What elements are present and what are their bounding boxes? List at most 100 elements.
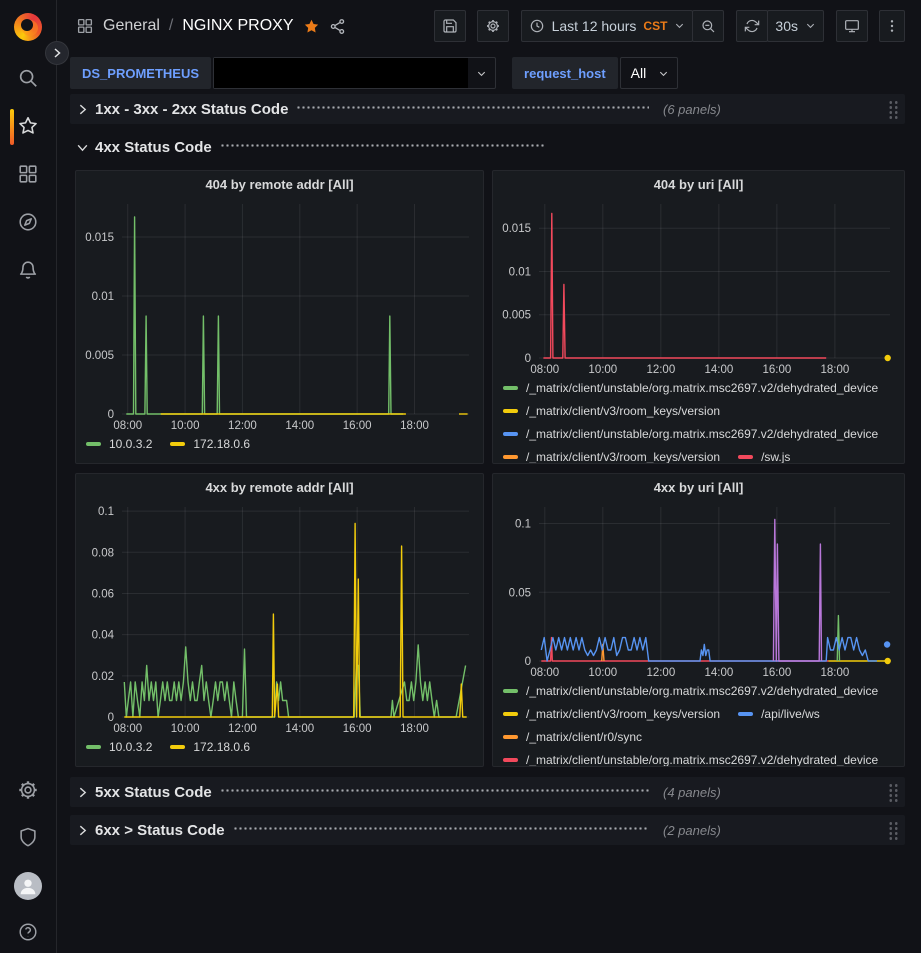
chart-canvas[interactable]: 08:0010:0012:0014:0016:0018:0000.050.1: [493, 501, 904, 681]
svg-text:0.01: 0.01: [92, 291, 114, 303]
svg-text:16:00: 16:00: [762, 364, 791, 376]
svg-text:0: 0: [525, 656, 531, 668]
user-avatar[interactable]: [14, 872, 42, 900]
row-header-left: 5xx Status Code: [76, 784, 651, 801]
legend-item[interactable]: /_matrix/client/v3/room_keys/version: [503, 450, 720, 464]
variable-datasource-select[interactable]: [213, 57, 496, 89]
legend-item[interactable]: /_matrix/client/unstable/org.matrix.msc2…: [503, 684, 878, 698]
row-header-4xx[interactable]: 4xx Status Code: [70, 132, 905, 162]
legend-item[interactable]: 10.0.3.2: [86, 437, 152, 451]
chevron-down-icon: [674, 18, 685, 34]
save-dashboard-button[interactable]: [434, 10, 466, 42]
variable-request-host-label[interactable]: request_host: [512, 57, 618, 89]
legend-item[interactable]: /api/live/ws: [738, 707, 820, 721]
explore-compass-icon[interactable]: [16, 210, 40, 234]
legend-item[interactable]: /_matrix/client/v3/room_keys/version: [503, 707, 720, 721]
time-range-label: Last 12 hours: [552, 18, 637, 34]
variable-datasource-label[interactable]: DS_PROMETHEUS: [70, 57, 211, 89]
panel-title[interactable]: 4xx by uri [All]: [493, 474, 904, 501]
help-icon[interactable]: [16, 920, 40, 944]
row-header-left: 4xx Status Code: [76, 139, 546, 156]
svg-text:16:00: 16:00: [343, 420, 372, 432]
timeseries-chart[interactable]: 08:0010:0012:0014:0016:0018:0000.0050.01…: [76, 198, 483, 434]
panel-legend: /_matrix/client/unstable/org.matrix.msc2…: [493, 681, 904, 767]
legend-item[interactable]: /_matrix/client/r0/sync: [503, 730, 642, 744]
refresh-group: 30s: [736, 10, 824, 42]
panel-legend: 10.0.3.2 172.18.0.6: [76, 737, 483, 762]
legend-item[interactable]: 172.18.0.6: [170, 740, 250, 754]
breadcrumb-folder[interactable]: General: [103, 17, 160, 35]
variable-request-host-select[interactable]: All: [620, 57, 679, 89]
chart-canvas[interactable]: 08:0010:0012:0014:0016:0018:0000.0050.01…: [76, 198, 483, 434]
legend-item[interactable]: 172.18.0.6: [170, 437, 250, 451]
row-title: 6xx > Status Code: [95, 822, 225, 839]
legend-swatch: [503, 689, 518, 693]
legend-item[interactable]: /sw.js: [738, 450, 790, 464]
row-dotted-leader: [220, 139, 544, 156]
active-section-indicator: [10, 109, 14, 145]
chart-canvas[interactable]: 08:0010:0012:0014:0016:0018:0000.0050.01…: [493, 198, 904, 378]
dashboard-settings-button[interactable]: [477, 10, 509, 42]
zoom-out-icon: [700, 18, 716, 34]
favorite-star-icon[interactable]: [303, 18, 320, 35]
row-header-6xx[interactable]: 6xx > Status Code (2 panels): [70, 815, 905, 845]
timeseries-chart[interactable]: 08:0010:0012:0014:0016:0018:0000.050.1: [493, 501, 904, 681]
svg-text:14:00: 14:00: [285, 723, 314, 735]
row-header-1xx-3xx-2xx[interactable]: 1xx - 3xx - 2xx Status Code (6 panels): [70, 94, 905, 124]
panel-title[interactable]: 4xx by remote addr [All]: [76, 474, 483, 501]
legend-item[interactable]: /_matrix/client/unstable/org.matrix.msc2…: [503, 427, 878, 441]
legend-item[interactable]: /_matrix/client/unstable/org.matrix.msc2…: [503, 381, 878, 395]
svg-text:0.05: 0.05: [509, 587, 531, 599]
chart-grid: 08:0010:0012:0014:0016:0018:0000.0050.01…: [502, 204, 890, 376]
panel-title[interactable]: 404 by uri [All]: [493, 171, 904, 198]
svg-text:08:00: 08:00: [530, 667, 559, 679]
time-range-picker[interactable]: Last 12 hours CST: [521, 10, 694, 42]
svg-text:08:00: 08:00: [113, 723, 142, 735]
variable-request-host: request_host All: [512, 57, 678, 89]
legend-label: /_matrix/client/v3/room_keys/version: [526, 404, 720, 418]
panel-title[interactable]: 404 by remote addr [All]: [76, 171, 483, 198]
share-icon[interactable]: [329, 18, 346, 35]
row-drag-handle[interactable]: [888, 821, 899, 840]
apps-grid-icon: [76, 17, 94, 35]
search-icon[interactable]: [16, 66, 40, 90]
svg-text:10:00: 10:00: [171, 420, 200, 432]
variable-datasource: DS_PROMETHEUS: [70, 57, 496, 89]
chart-grid: 08:0010:0012:0014:0016:0018:0000.0050.01…: [85, 204, 469, 432]
dashboards-icon[interactable]: [16, 162, 40, 186]
legend-item[interactable]: /_matrix/client/v3/room_keys/version: [503, 404, 720, 418]
alerting-bell-icon[interactable]: [16, 258, 40, 282]
variables-submenu: DS_PROMETHEUS request_host All: [57, 52, 921, 94]
legend-swatch: [503, 409, 518, 413]
refresh-button[interactable]: [736, 10, 768, 42]
svg-text:08:00: 08:00: [530, 364, 559, 376]
refresh-interval-dropdown[interactable]: 30s: [767, 10, 824, 42]
variable-request-host-value: All: [621, 65, 651, 81]
more-options-button[interactable]: [879, 10, 905, 42]
zoom-out-time-button[interactable]: [692, 10, 724, 42]
row-header-5xx[interactable]: 5xx Status Code (4 panels): [70, 777, 905, 807]
expand-sidebar-button[interactable]: [45, 41, 69, 65]
legend-label: 10.0.3.2: [109, 437, 152, 451]
svg-text:0.005: 0.005: [502, 310, 531, 322]
server-admin-shield-icon[interactable]: [16, 825, 40, 849]
row-drag-handle[interactable]: [888, 783, 899, 802]
admin-gear-icon[interactable]: [16, 778, 40, 802]
chart-canvas[interactable]: 08:0010:0012:0014:0016:0018:0000.020.040…: [76, 501, 483, 737]
legend-swatch: [503, 386, 518, 390]
grafana-logo[interactable]: [14, 13, 42, 41]
panel-legend: 10.0.3.2 172.18.0.6: [76, 434, 483, 459]
row-dotted-leader: [220, 784, 649, 801]
row-drag-handle[interactable]: [888, 100, 899, 119]
svg-text:0.015: 0.015: [502, 223, 531, 235]
legend-label: /_matrix/client/unstable/org.matrix.msc2…: [526, 684, 878, 698]
legend-item[interactable]: 10.0.3.2: [86, 740, 152, 754]
timeseries-chart[interactable]: 08:0010:0012:0014:0016:0018:0000.0050.01…: [493, 198, 904, 378]
legend-item[interactable]: /_matrix/client/unstable/org.matrix.msc2…: [503, 753, 878, 767]
timeseries-chart[interactable]: 08:0010:0012:0014:0016:0018:0000.020.040…: [76, 501, 483, 737]
starred-dashboards-icon[interactable]: [16, 114, 40, 138]
svg-text:0: 0: [108, 409, 114, 421]
tv-mode-button[interactable]: [836, 10, 868, 42]
kebab-menu-icon: [884, 18, 900, 34]
dashboard-title[interactable]: NGINX PROXY: [182, 17, 293, 35]
